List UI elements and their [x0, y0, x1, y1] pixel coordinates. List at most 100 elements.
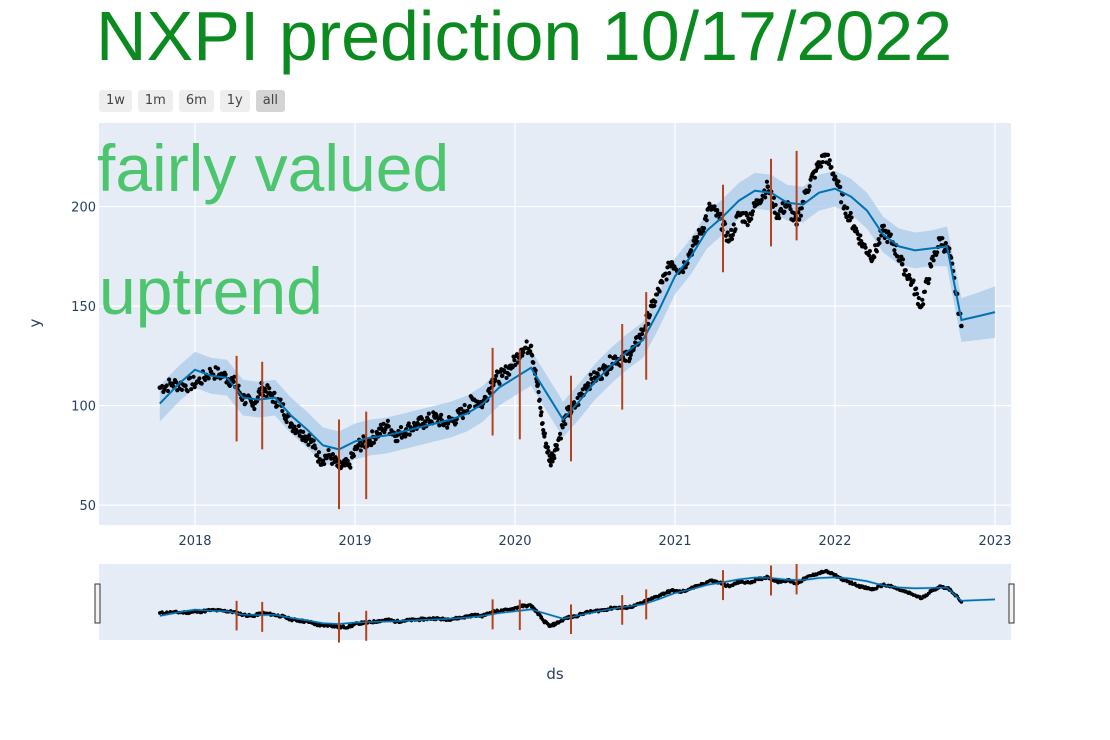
observed-point — [370, 429, 375, 434]
observed-point — [280, 408, 285, 414]
observed-point — [272, 390, 277, 395]
observed-point — [750, 209, 756, 214]
observed-point — [745, 222, 750, 228]
observed-point — [765, 184, 771, 189]
observed-point — [539, 410, 544, 415]
observed-point — [540, 421, 545, 426]
observed-point — [437, 423, 442, 428]
observed-point — [780, 201, 785, 206]
observed-point — [192, 385, 197, 390]
observed-point — [524, 339, 529, 344]
observed-point — [931, 258, 936, 263]
observed-point — [585, 381, 591, 386]
observed-point — [558, 436, 564, 441]
observed-point — [317, 457, 323, 462]
observed-point — [537, 397, 542, 402]
observed-point — [545, 445, 550, 450]
forecast-trend-line — [159, 187, 996, 451]
observed-point — [164, 383, 169, 388]
observed-point — [445, 425, 450, 430]
observed-point — [538, 405, 543, 410]
observed-point — [725, 230, 730, 235]
observed-point — [499, 373, 505, 379]
observed-point — [531, 360, 536, 365]
observed-point — [914, 286, 919, 291]
observed-point — [541, 427, 546, 433]
observed-point — [759, 197, 764, 203]
x-axis-title: ds — [546, 665, 564, 683]
observed-point — [825, 152, 831, 157]
observed-point — [657, 289, 662, 294]
observed-point — [843, 211, 848, 216]
observed-point — [763, 195, 768, 200]
observed-point — [459, 406, 464, 411]
observed-point — [653, 299, 658, 304]
observed-point — [373, 437, 378, 442]
observed-point — [627, 356, 633, 361]
observed-point — [866, 253, 872, 258]
range-slider-left-handle[interactable] — [94, 583, 101, 624]
observed-point — [743, 220, 748, 225]
observed-point — [528, 349, 533, 354]
observed-point — [940, 236, 945, 241]
observed-point — [497, 381, 502, 386]
range-button-1m[interactable]: 1m — [137, 90, 173, 112]
y-tick-label: 150 — [71, 300, 96, 315]
observed-point — [877, 240, 882, 246]
range-button-6m[interactable]: 6m — [178, 90, 214, 112]
uncertainty-band — [159, 170, 996, 468]
observed-point — [782, 209, 787, 214]
observed-point — [829, 164, 834, 170]
observed-point — [368, 439, 373, 444]
range-slider-preview — [158, 564, 996, 643]
observed-point — [895, 254, 900, 259]
observed-point — [191, 374, 196, 379]
observed-point — [552, 456, 557, 461]
observed-point — [729, 227, 734, 232]
x-tick-label: 2023 — [978, 534, 1011, 549]
observed-point — [507, 372, 512, 377]
observed-point — [603, 364, 608, 369]
observed-point — [487, 391, 493, 396]
observed-point — [701, 229, 706, 234]
range-button-1y[interactable]: 1y — [219, 90, 250, 112]
observed-point — [544, 441, 549, 446]
observed-point — [806, 188, 811, 193]
observed-point — [588, 372, 593, 377]
observed-point — [542, 434, 547, 439]
observed-point — [920, 297, 925, 302]
observed-point — [704, 218, 709, 223]
observed-point — [703, 214, 708, 219]
observed-point — [381, 421, 386, 426]
observed-point — [776, 212, 781, 217]
range-button-1w[interactable]: 1w — [99, 90, 132, 112]
observed-point — [227, 383, 233, 388]
observed-point — [916, 295, 921, 301]
observed-point — [536, 389, 541, 395]
observed-point — [928, 263, 934, 269]
observed-point — [926, 281, 931, 286]
range-slider-right-handle[interactable] — [1008, 583, 1015, 624]
observed-point — [311, 438, 316, 443]
observed-point — [731, 222, 736, 227]
y-tick-label: 100 — [71, 400, 96, 415]
observed-point — [398, 425, 404, 430]
observed-point — [664, 277, 669, 282]
observed-point — [640, 331, 645, 337]
range-button-all[interactable]: all — [255, 90, 285, 112]
x-tick-label: 2019 — [338, 534, 371, 549]
observed-point — [316, 450, 322, 455]
observed-point — [197, 376, 202, 381]
observed-point — [927, 276, 932, 282]
range-slider-background[interactable] — [99, 564, 1011, 640]
observed-point — [715, 207, 720, 213]
observed-point — [358, 448, 363, 453]
observed-point — [839, 200, 844, 205]
observed-point — [659, 279, 665, 285]
observed-point — [330, 452, 335, 457]
observed-point — [566, 404, 571, 409]
observed-point — [791, 210, 797, 216]
observed-point — [535, 382, 541, 387]
observed-point — [467, 403, 473, 409]
observed-point — [513, 362, 518, 368]
